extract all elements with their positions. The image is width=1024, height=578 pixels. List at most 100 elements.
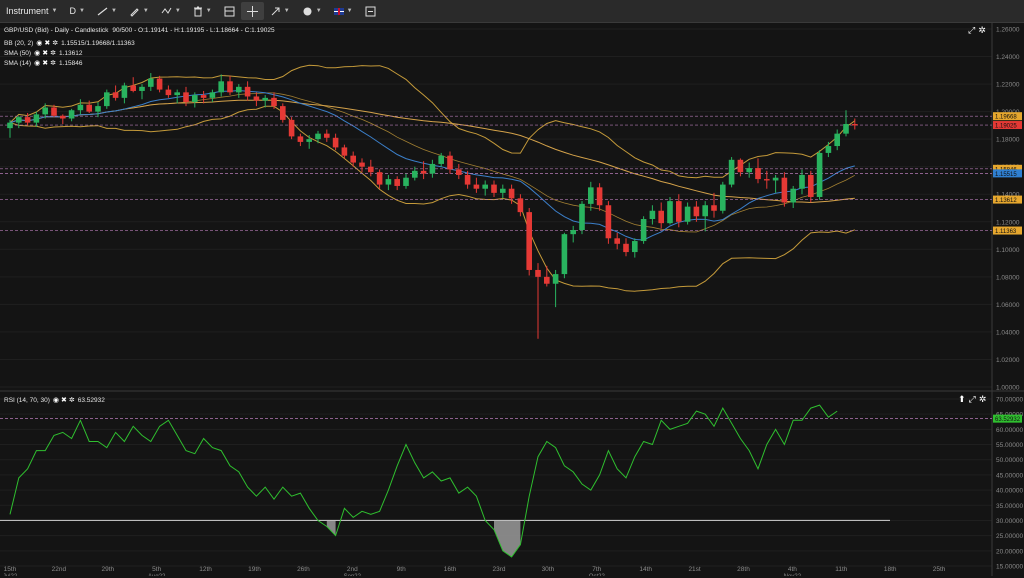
candle-body: [676, 201, 682, 222]
candle-body: [288, 119, 295, 137]
close-icon[interactable]: ✖: [44, 40, 51, 47]
settings-icon[interactable]: ✲: [978, 394, 987, 404]
candle-body: [51, 107, 57, 116]
bb-lower-line: [9, 105, 855, 292]
settings-icon[interactable]: ✲: [978, 25, 986, 35]
price-grid: [0, 28, 992, 388]
close-icon[interactable]: ✖: [42, 50, 49, 57]
eye-icon[interactable]: ◉: [34, 50, 41, 57]
rsi-badge-label: 63.52932: [995, 417, 1021, 423]
candle-body: [236, 86, 242, 93]
trash-icon: [193, 6, 202, 16]
chevron-down-icon: ▼: [283, 8, 290, 14]
candle-body: [799, 174, 805, 189]
palette-icon: [303, 7, 312, 15]
candle-body: [535, 269, 541, 277]
timeframe-menu[interactable]: D ▼: [63, 2, 90, 20]
price-tick-label: 1.08000: [996, 274, 1020, 281]
price-badge: [993, 121, 1022, 130]
rsi-oversold-fill: [494, 520, 521, 557]
crosshair-icon: [246, 5, 258, 17]
price-tick-label: 1.18000: [996, 137, 1020, 144]
expand-icon[interactable]: ⤢: [968, 394, 976, 404]
move-up-icon[interactable]: ⬆: [958, 394, 966, 404]
theme-button[interactable]: ▼: [296, 2, 328, 20]
scroll-button[interactable]: ▼: [264, 2, 296, 20]
gear-icon[interactable]: ✲: [50, 60, 56, 67]
candle-body: [552, 274, 559, 284]
candle-body: [737, 159, 744, 173]
price-tick-label: 1.12000: [996, 219, 1020, 226]
candle-body: [746, 168, 752, 173]
candle-body: [473, 184, 480, 189]
time-tick-label: 21st: [688, 566, 700, 573]
rsi-tick-label: 50.00000: [996, 457, 1023, 464]
rsi-value: 63.52932: [77, 396, 105, 404]
chart-area[interactable]: 1.260001.240001.220001.200001.180001.160…: [0, 23, 1024, 578]
candle-body: [693, 206, 700, 217]
instrument-menu[interactable]: Instrument ▼: [0, 2, 63, 20]
candle-body: [121, 85, 128, 98]
chevron-down-icon: ▼: [78, 8, 85, 14]
candle-body: [596, 187, 603, 206]
candle-body: [394, 179, 400, 186]
price-tick-label: 1.22000: [996, 82, 1020, 89]
time-tick-label: 2nd: [347, 566, 358, 573]
pen-tool-button[interactable]: ▼: [123, 2, 155, 20]
candle-body: [579, 203, 585, 231]
time-axis: 15th 22nd 29th 5th 12th 19th 26th 2nd 9th 16th 23r…: [3, 566, 946, 578]
price-badge-label: 1.11363: [995, 229, 1017, 235]
indicator-label: BB (20, 2): [4, 39, 34, 47]
eye-icon[interactable]: ◉: [52, 397, 59, 404]
candle-body: [772, 177, 779, 181]
settings-button[interactable]: [359, 2, 382, 20]
eye-icon[interactable]: ◉: [36, 40, 43, 47]
eye-icon[interactable]: ◉: [34, 60, 41, 67]
candles: [7, 73, 858, 339]
chart-title: GBP/USD (Bid) - Daily - Candlestick 90/5…: [4, 27, 275, 34]
indicators-button[interactable]: ▼: [155, 2, 187, 20]
rsi-pane-controls: ⬆ ⤢ ✲: [958, 394, 986, 405]
chevron-down-icon: ▼: [142, 8, 149, 14]
gear-icon[interactable]: ✲: [68, 397, 75, 404]
language-button[interactable]: ▼: [328, 2, 359, 20]
main-pane-controls: ⤢ ✲: [968, 25, 986, 36]
time-tick-label: 16th: [444, 566, 457, 573]
line-tool-icon: [97, 7, 108, 15]
indicator-values: 1.15846: [58, 59, 83, 67]
candle-body: [33, 114, 40, 123]
line-tool-button[interactable]: ▼: [91, 2, 123, 20]
price-badge-label: 1.13612: [995, 198, 1017, 204]
layout-button[interactable]: [218, 2, 241, 20]
chart-canvas[interactable]: 1.260001.240001.220001.200001.180001.160…: [0, 23, 1024, 578]
chevron-down-icon: ▼: [174, 8, 181, 14]
layout-icon: [224, 6, 235, 16]
candle-body: [764, 179, 770, 181]
close-icon[interactable]: ✖: [42, 60, 49, 67]
candle-body: [491, 184, 497, 193]
candle-body: [376, 172, 383, 185]
settings-icon: [365, 6, 376, 16]
candle-body: [262, 97, 268, 101]
candle-body: [825, 146, 832, 153]
instrument-label: Instrument: [6, 6, 49, 16]
crosshair-button[interactable]: [240, 2, 264, 20]
expand-icon[interactable]: ⤢: [968, 25, 976, 35]
close-icon[interactable]: ✖: [61, 397, 67, 404]
candle-body: [218, 81, 224, 93]
price-tick-label: 1.26000: [996, 27, 1020, 34]
time-tick-label: 12th: [199, 566, 212, 573]
gear-icon[interactable]: ✲: [50, 50, 56, 57]
candle-body: [174, 92, 180, 96]
price-tick-label: 1.10000: [996, 247, 1020, 254]
gear-icon[interactable]: ✲: [52, 40, 59, 47]
rsi-tick-label: 35.00000: [996, 503, 1023, 510]
candle-body: [104, 92, 110, 107]
candle-body: [7, 122, 13, 129]
candle-body: [808, 174, 814, 197]
price-badges: 1.196681.190251.158461.155151.136121.113…: [993, 112, 1022, 423]
delete-button[interactable]: ▼: [187, 2, 218, 20]
candle-body: [649, 210, 656, 220]
candle-body: [253, 96, 260, 101]
indicator-legend-sma50: SMA (50) ◉ ✖ ✲ 1.13612: [4, 49, 82, 58]
